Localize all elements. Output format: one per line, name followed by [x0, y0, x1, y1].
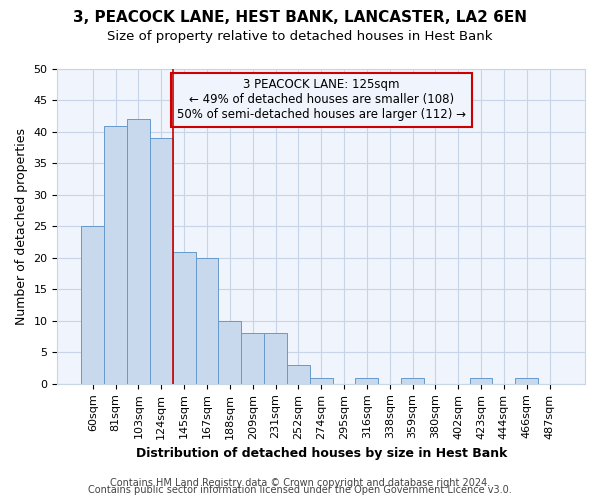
Text: Size of property relative to detached houses in Hest Bank: Size of property relative to detached ho…: [107, 30, 493, 43]
Text: 3 PEACOCK LANE: 125sqm
← 49% of detached houses are smaller (108)
50% of semi-de: 3 PEACOCK LANE: 125sqm ← 49% of detached…: [177, 78, 466, 122]
Bar: [264, 334, 287, 384]
Bar: [127, 120, 150, 384]
Bar: [104, 126, 127, 384]
Y-axis label: Number of detached properties: Number of detached properties: [15, 128, 28, 325]
Bar: [218, 321, 241, 384]
Bar: [401, 378, 424, 384]
Bar: [310, 378, 332, 384]
Text: Contains HM Land Registry data © Crown copyright and database right 2024.: Contains HM Land Registry data © Crown c…: [110, 478, 490, 488]
Bar: [82, 226, 104, 384]
Bar: [241, 334, 264, 384]
Bar: [173, 252, 196, 384]
Bar: [470, 378, 493, 384]
Text: Contains public sector information licensed under the Open Government Licence v3: Contains public sector information licen…: [88, 485, 512, 495]
X-axis label: Distribution of detached houses by size in Hest Bank: Distribution of detached houses by size …: [136, 447, 507, 460]
Bar: [196, 258, 218, 384]
Text: 3, PEACOCK LANE, HEST BANK, LANCASTER, LA2 6EN: 3, PEACOCK LANE, HEST BANK, LANCASTER, L…: [73, 10, 527, 25]
Bar: [287, 365, 310, 384]
Bar: [150, 138, 173, 384]
Bar: [355, 378, 379, 384]
Bar: [515, 378, 538, 384]
